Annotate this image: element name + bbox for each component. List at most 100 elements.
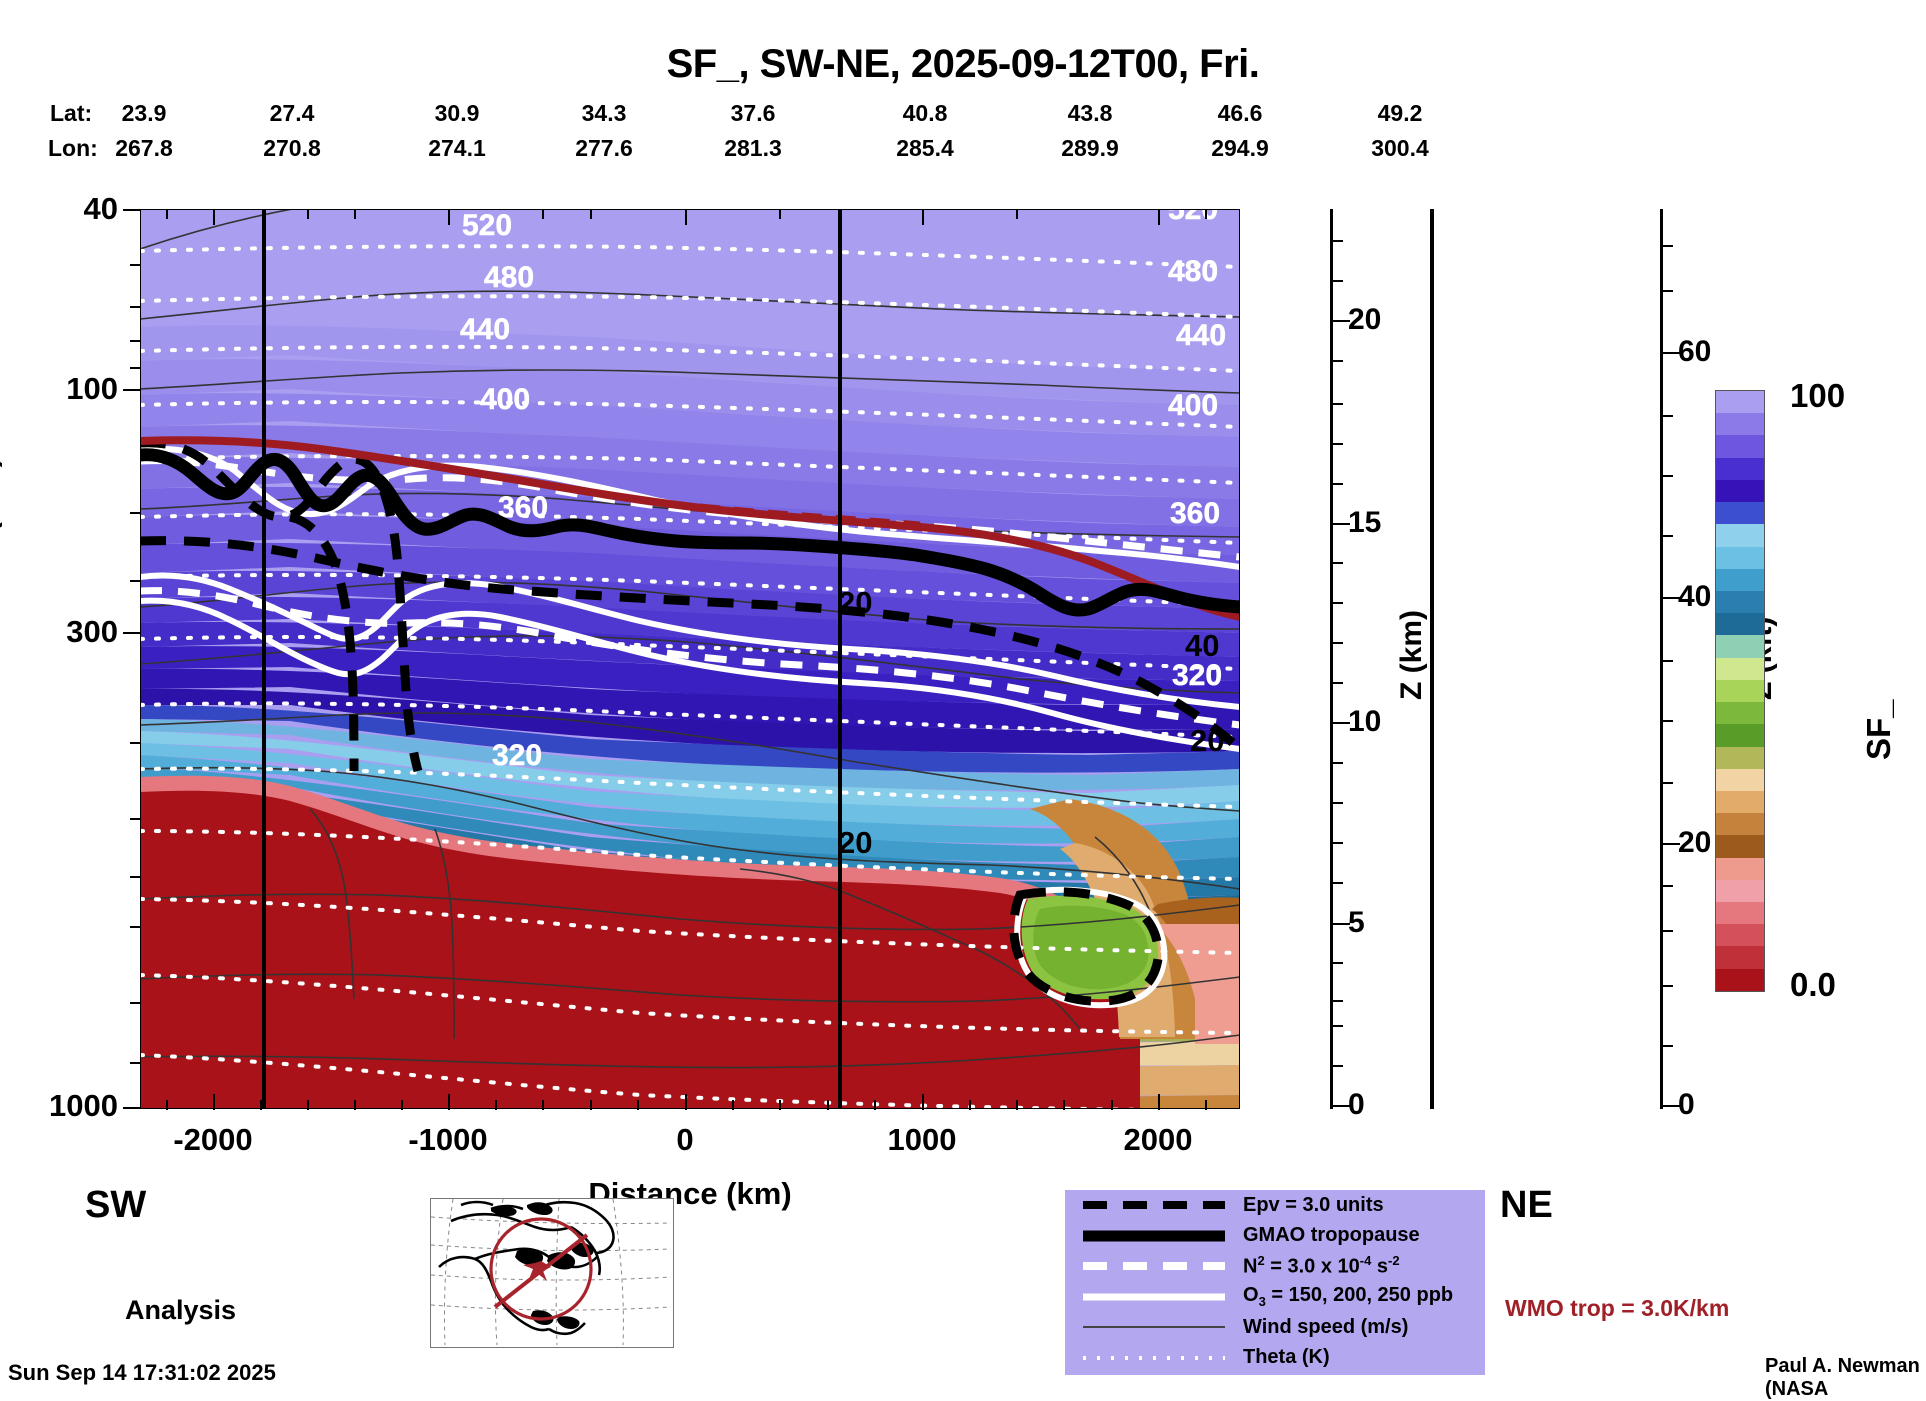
legend-label-wind: Wind speed (m/s) [1243, 1315, 1409, 1338]
lat-value: 43.8 [1067, 100, 1113, 126]
lat-value: 37.6 [730, 100, 776, 126]
colorbar-segment [1716, 546, 1764, 569]
cross-section-plot[interactable]: 520 480 440 400 360 320 520 480 440 400 … [140, 209, 1240, 1109]
zkft-tick-60: 60 [1678, 335, 1712, 368]
zkm-tick-0: 0 [1348, 1088, 1365, 1121]
theta-line-swatch [1079, 1343, 1229, 1373]
colorbar-segment [1716, 502, 1764, 525]
colorbar-title: SF_ [1860, 699, 1897, 760]
colorbar-segment [1716, 702, 1764, 725]
colorbar-segment [1716, 813, 1764, 836]
legend-row-epv: Epv = 3.0 units [1065, 1190, 1485, 1221]
colorbar-segment [1716, 879, 1764, 903]
n2-line-swatch [1079, 1251, 1229, 1281]
ozone-line-swatch [1079, 1282, 1229, 1312]
colorbar-segment [1716, 902, 1764, 925]
legend-label-epv: Epv = 3.0 units [1243, 1193, 1384, 1216]
epv-line-swatch [1079, 1190, 1229, 1220]
colorbar-segment [1716, 790, 1764, 814]
x-tick-neg1000: -1000 [408, 1122, 488, 1157]
colorbar-segment [1716, 679, 1764, 703]
colorbar-segment [1716, 590, 1764, 614]
colorbar-segment [1716, 391, 1764, 414]
author-credit: Paul A. Newman (NASA [1765, 1355, 1920, 1400]
x-tick-2000: 2000 [1123, 1122, 1193, 1157]
lat-value: 40.8 [902, 100, 948, 126]
colorbar-segment [1716, 435, 1764, 458]
legend-label-n2: N2 = 3.0 x 10-4 s-2 [1243, 1253, 1400, 1279]
colorbar-min-label: 0.0 [1790, 966, 1836, 1003]
analysis-label: Analysis [125, 1295, 237, 1325]
lon-value: 300.4 [1371, 135, 1429, 161]
theta-label-480-right: 480 [1168, 255, 1218, 288]
legend-row-wind: Wind speed (m/s) [1065, 1312, 1485, 1343]
wind-label-20-lower: 20 [838, 825, 873, 860]
x-tick-neg2000: -2000 [173, 1122, 253, 1157]
zkft-tick-20: 20 [1678, 826, 1712, 859]
zkm-tick-20: 20 [1348, 303, 1382, 336]
legend-row-tropopause: GMAO tropopause [1065, 1221, 1485, 1252]
sw-corner-label: SW [85, 1184, 147, 1226]
colorbar-segment [1716, 768, 1764, 791]
lat-value: 30.9 [434, 100, 480, 126]
generation-timestamp: Sun Sep 14 17:31:02 2025 [8, 1360, 276, 1385]
legend-row-ozone: O3 = 150, 200, 250 ppb [1065, 1282, 1485, 1313]
zkm-tick-5: 5 [1348, 906, 1365, 939]
zkft-tick-40: 40 [1678, 580, 1712, 613]
colorbar-segment [1716, 857, 1764, 880]
legend-label-theta: Theta (K) [1243, 1346, 1330, 1369]
theta-label-440: 440 [460, 313, 510, 346]
x-tick-1000: 1000 [887, 1122, 957, 1157]
colorbar-segment [1716, 635, 1764, 658]
colorbar-segment [1716, 457, 1764, 480]
theta-label-520-right: 520 [1168, 209, 1218, 226]
theta-label-320: 320 [492, 739, 542, 772]
colorbar-segment [1716, 946, 1764, 969]
theta-label-520: 520 [462, 209, 512, 242]
colorbar-segment [1716, 613, 1764, 636]
z-km-axis-title: Z (km) [1395, 610, 1428, 700]
colorbar-max-label: 100 [1790, 377, 1846, 414]
y-tick-40: 40 [83, 191, 118, 226]
x-tick-0: 0 [676, 1122, 694, 1157]
zkft-tick-0: 0 [1678, 1088, 1695, 1121]
lon-value: 267.8 [115, 135, 173, 161]
colorbar-segment [1716, 568, 1764, 591]
inset-location-map[interactable] [430, 1198, 674, 1348]
lat-value: 27.4 [269, 100, 315, 126]
lat-value: 23.9 [121, 100, 167, 126]
lon-value: 281.3 [724, 135, 782, 161]
theta-label-360-right: 360 [1170, 497, 1220, 530]
y-tick-300: 300 [66, 614, 118, 649]
lat-value: 49.2 [1377, 100, 1423, 126]
zkm-tick-15: 15 [1348, 506, 1382, 539]
zkm-tick-10: 10 [1348, 705, 1382, 738]
vline-marker-left [262, 209, 266, 1109]
vline-marker-center [838, 209, 842, 1109]
lat-row-label: Lat: [50, 100, 93, 126]
vline-marker-right [1430, 209, 1434, 1109]
lat-value: 34.3 [581, 100, 627, 126]
wmo-trop-note: WMO trop = 3.0K/km [1505, 1295, 1730, 1321]
colorbar-segment [1716, 924, 1764, 947]
wind-speed-line-swatch [1079, 1312, 1229, 1342]
legend-row-n2: N2 = 3.0 x 10-4 s-2 [1065, 1251, 1485, 1282]
colorbar-segment [1716, 524, 1764, 547]
theta-label-440-right: 440 [1176, 319, 1226, 352]
colorbar-segment [1716, 968, 1764, 991]
lon-value: 277.6 [575, 135, 633, 161]
legend-label-ozone: O3 = 150, 200, 250 ppb [1243, 1284, 1454, 1310]
colorbar[interactable] [1715, 390, 1765, 992]
theta-label-400-right: 400 [1168, 389, 1218, 422]
page-title: SF_, SW-NE, 2025-09-12T00, Fri. [666, 42, 1260, 86]
colorbar-segment [1716, 724, 1764, 747]
y-axis-left: 40 100 300 1000 [0, 0, 140, 1123]
lon-value: 289.9 [1061, 135, 1119, 161]
legend-label-tropopause: GMAO tropopause [1243, 1224, 1420, 1247]
ne-corner-label: NE [1500, 1184, 1553, 1226]
wind-label-20-upper: 20 [838, 585, 873, 620]
gmao-tropopause-line-swatch [1079, 1221, 1229, 1251]
colorbar-segment [1716, 413, 1764, 436]
colorbar-segment [1716, 479, 1764, 503]
legend-row-theta: Theta (K) [1065, 1343, 1485, 1374]
